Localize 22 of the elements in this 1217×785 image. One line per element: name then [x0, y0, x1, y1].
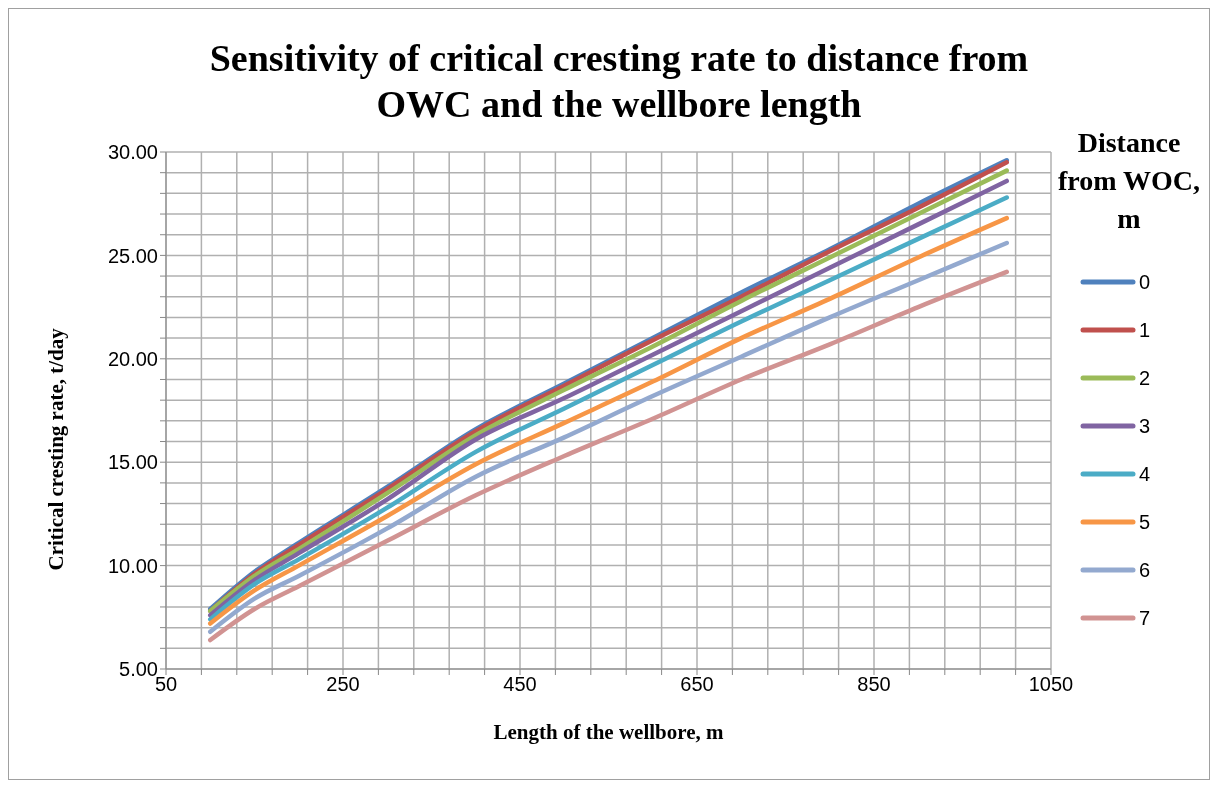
legend-label: 6	[1139, 558, 1151, 582]
legend-title: Distance from WOC, m	[1056, 126, 1202, 236]
legend-label: 1	[1139, 318, 1151, 342]
x-tick-label: 1050	[1028, 673, 1074, 696]
y-tick-label: 15.00	[107, 451, 158, 474]
x-tick-label: 250	[326, 673, 360, 696]
x-tick-label: 850	[857, 673, 891, 696]
legend-label: 2	[1139, 366, 1151, 390]
chart-title: Sensitivity of critical cresting rate to distance from OWC and the wellbore length	[208, 36, 1030, 127]
x-tick-label: 650	[680, 673, 714, 696]
y-tick-label: 25.00	[107, 244, 158, 267]
x-tick-label: 450	[503, 673, 537, 696]
legend-label: 0	[1139, 270, 1151, 294]
legend-label: 5	[1139, 510, 1151, 534]
legend-label: 7	[1139, 606, 1151, 630]
y-tick-label: 30.00	[107, 141, 158, 164]
y-tick-label: 20.00	[107, 347, 158, 370]
y-axis-title: Critical cresting rate, t/day	[44, 327, 69, 571]
y-tick-label: 10.00	[107, 554, 158, 577]
x-axis-title: Length of the wellbore, m	[493, 720, 724, 744]
legend-label: 4	[1139, 462, 1151, 486]
legend-label: 3	[1139, 414, 1151, 438]
